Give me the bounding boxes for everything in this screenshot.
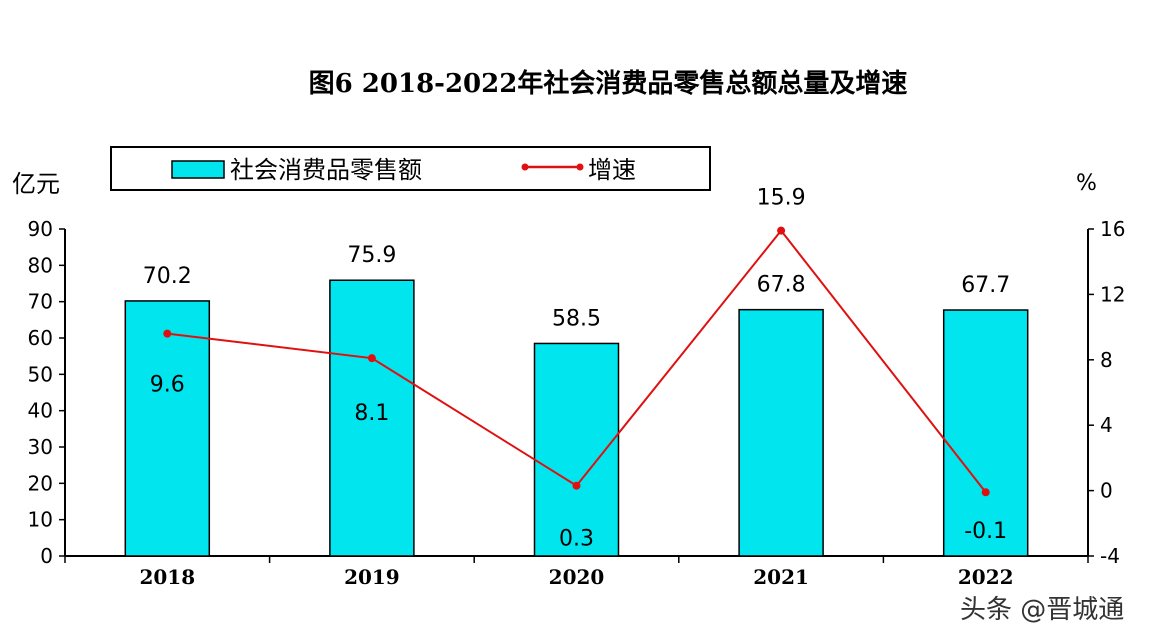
y-tick-label: 20 [28,471,53,495]
bar [738,308,824,557]
y-tick-label: 70 [28,290,53,314]
legend-bar-label: 社会消费品零售额 [230,156,422,184]
y-tick-label: 0 [40,544,53,568]
y-tick-label: 80 [28,253,53,277]
chart-title: 图6 2018-2022年社会消费品零售总额总量及增速 [309,68,908,99]
growth-value-label: 15.9 [757,186,806,211]
growth-marker [367,354,376,363]
bar [942,309,1029,557]
growth-value-label: 0.3 [559,527,594,552]
y-tick-label: 10 [28,508,53,532]
y2-tick-label: -4 [1100,544,1120,568]
y2-tick-label: 12 [1100,282,1125,306]
bar [329,279,415,557]
growth-value-label: 8.1 [354,401,389,426]
legend-line-marker [521,163,529,171]
growth-marker [981,488,990,497]
y-tick-label: 90 [28,217,53,241]
y-tick-label: 40 [28,399,53,423]
growth-value-label: -0.1 [964,519,1007,544]
watermark: 头条 @晋城通 [960,595,1124,624]
growth-marker [777,226,786,235]
x-tick-label: 2018 [139,565,195,589]
legend-line-marker [576,163,584,171]
bar-value-label: 58.5 [552,306,601,331]
legend-line-label: 增速 [588,156,636,184]
x-tick-label: 2020 [549,565,605,589]
x-tick-label: 2019 [344,565,400,589]
bar [124,300,211,557]
y2-tick-label: 8 [1100,348,1113,372]
bar-value-label: 67.7 [961,273,1010,298]
bar-value-label: 70.2 [143,264,192,289]
y2-axis-label: % [1076,171,1097,196]
y-tick-label: 30 [28,435,53,459]
bar-value-label: 75.9 [347,243,396,268]
legend-bar-swatch [171,160,225,179]
y2-tick-label: 0 [1100,479,1113,503]
growth-marker [163,329,172,338]
x-tick-label: 2021 [753,565,809,589]
growth-value-label: 9.6 [150,373,185,398]
bar-value-label: 67.8 [757,273,806,298]
y-tick-label: 60 [28,326,53,350]
y-axis-label: 亿元 [12,170,60,198]
y-tick-label: 50 [28,362,53,386]
x-tick-label: 2022 [958,565,1014,589]
y2-tick-label: 16 [1100,217,1125,241]
y2-tick-label: 4 [1100,413,1113,437]
growth-marker [572,481,581,490]
